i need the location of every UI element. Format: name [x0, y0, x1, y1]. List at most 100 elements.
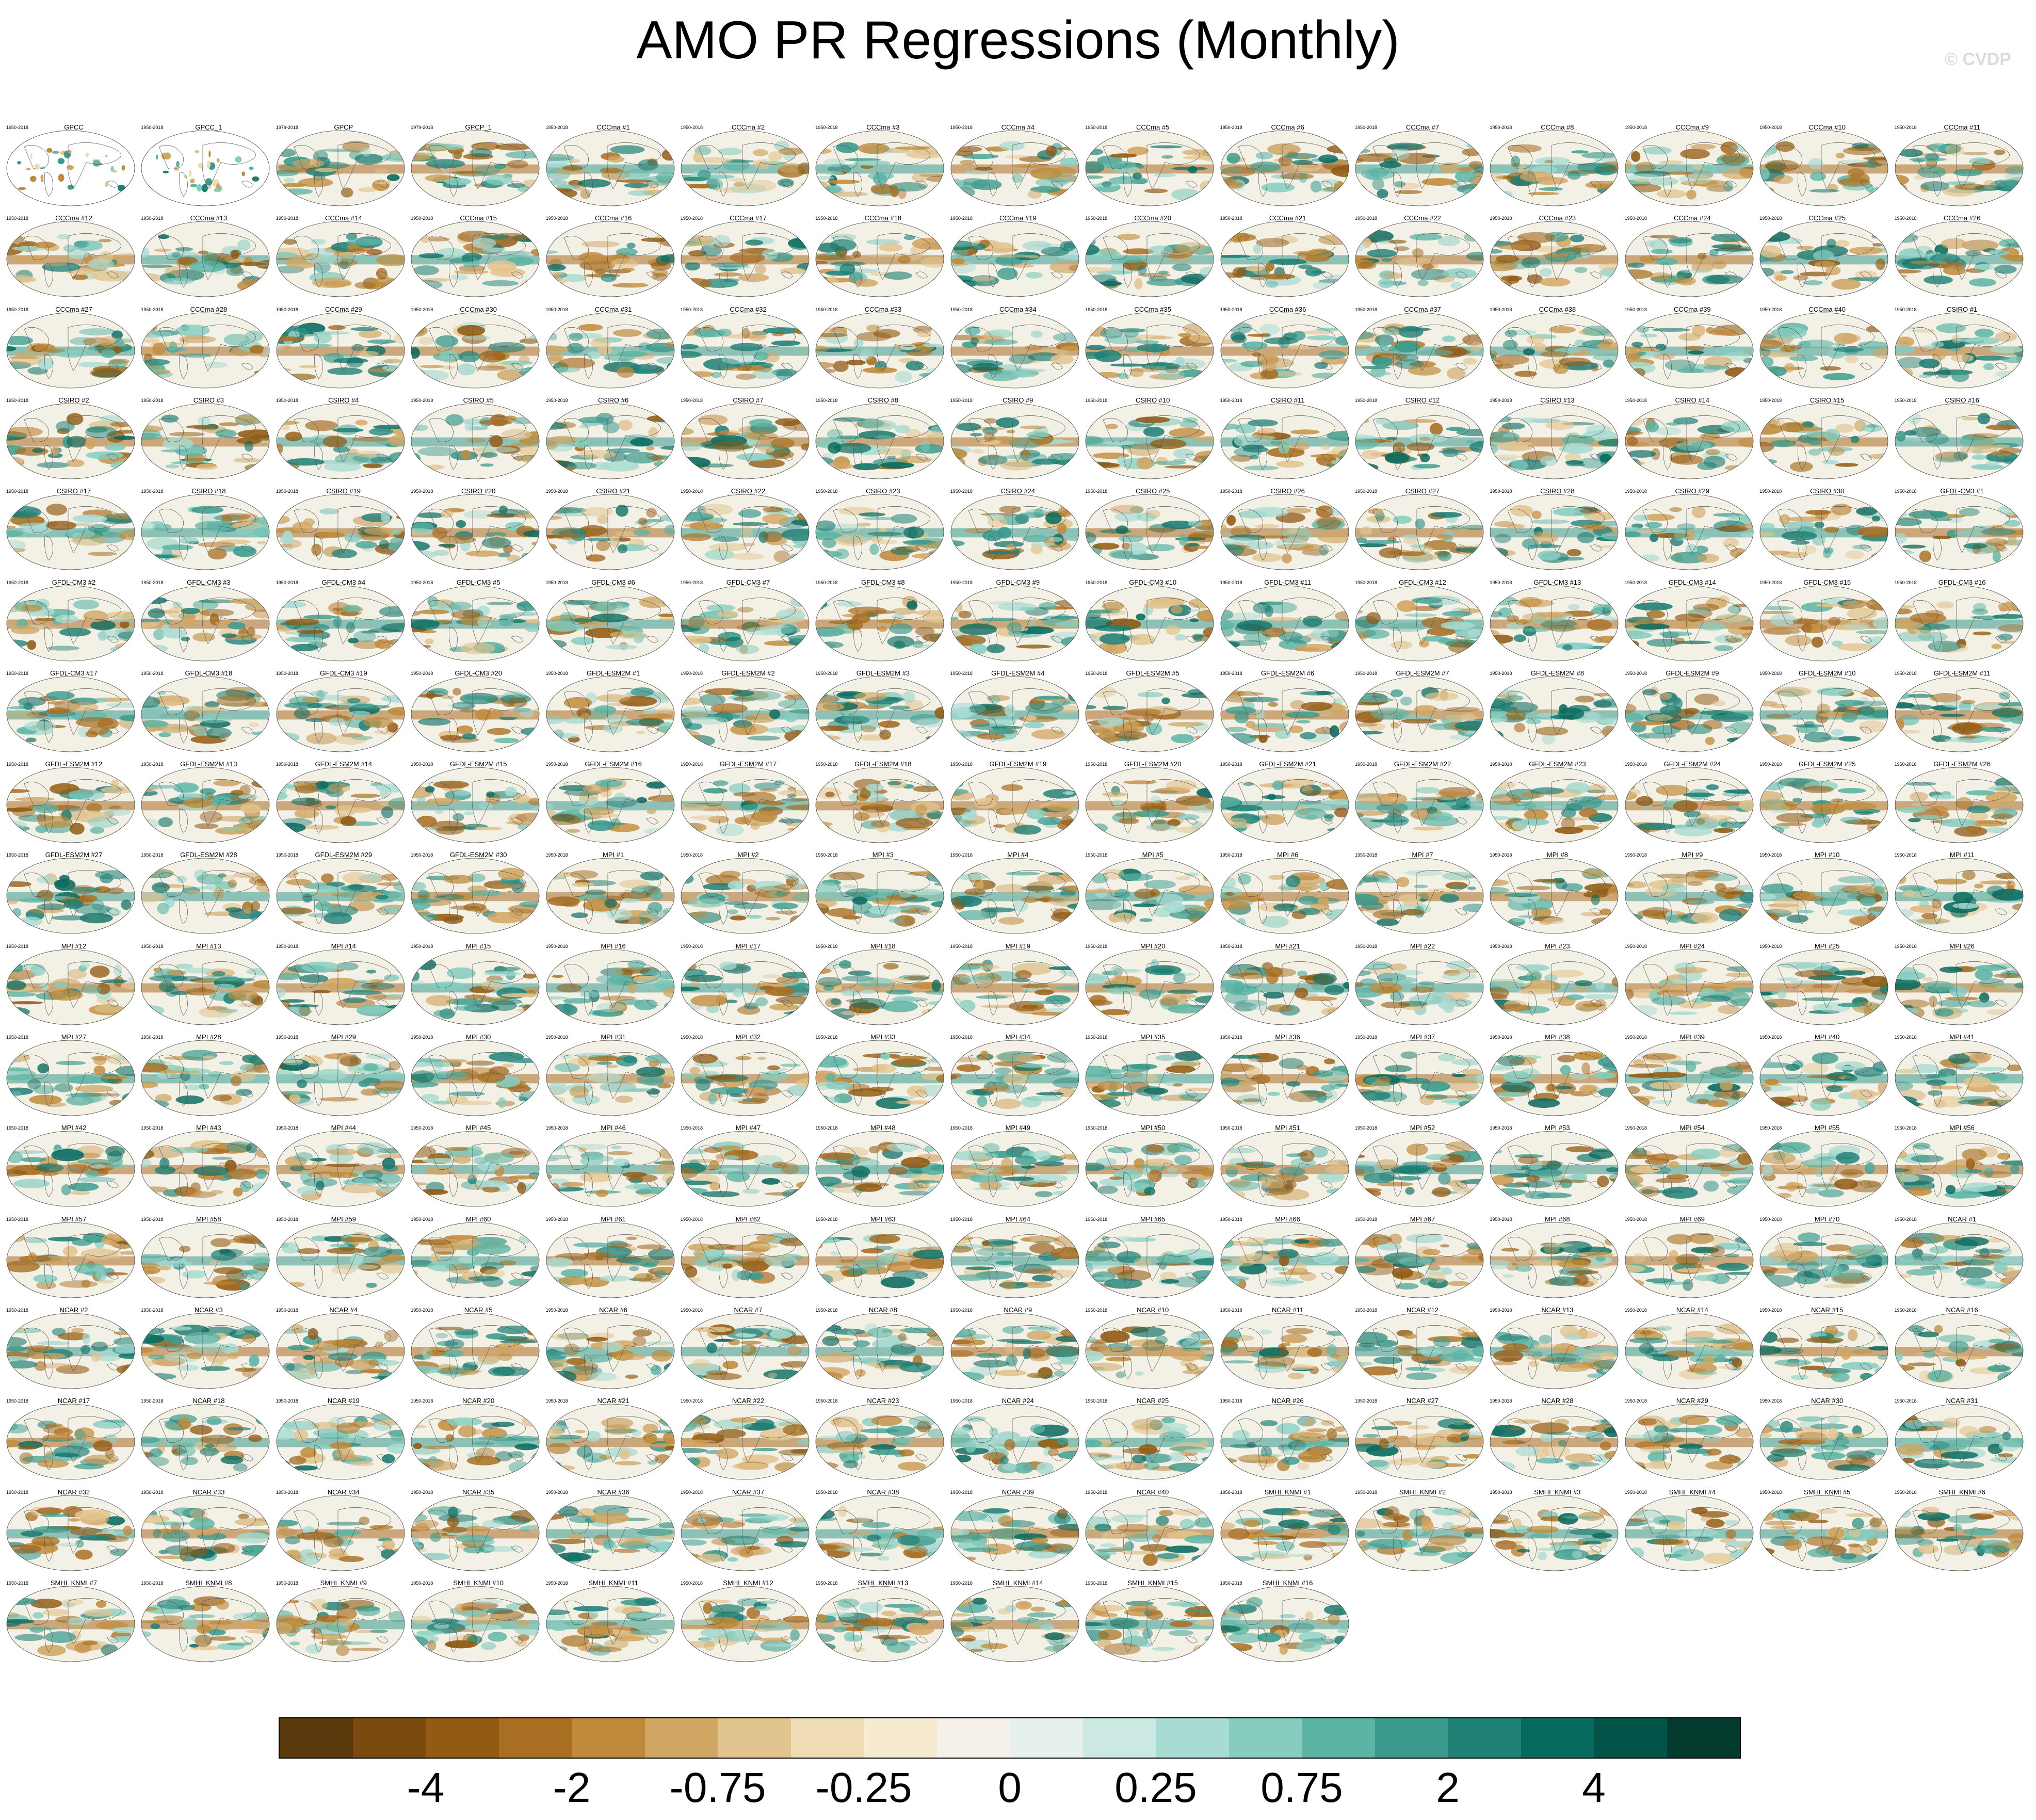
panel-years: 1950-2018	[681, 1580, 703, 1586]
panel-title: GFDL-ESM2M #18	[854, 760, 912, 768]
map-panel: 1950-2018 NCAR #3	[141, 1306, 276, 1395]
panel-title: MPI #24	[1679, 942, 1705, 950]
colorbar-swatch	[1594, 1718, 1667, 1758]
regression-map	[6, 494, 135, 570]
panel-years: 1950-2018	[1355, 397, 1378, 403]
panel-years: 1950-2018	[950, 943, 973, 949]
panel-years: 1950-2018	[411, 397, 433, 403]
regression-map	[1490, 312, 1619, 388]
map-panel: 1950-2018 MPI #10	[1759, 851, 1895, 940]
regression-map	[411, 312, 540, 388]
map-panel: 1950-2018 GFDL-ESM2M #24	[1625, 761, 1760, 849]
panel-years: 1950-2018	[1624, 943, 1647, 949]
panel-title: MPI #55	[1814, 1124, 1840, 1132]
panel-title: SMHI_KNMI #14	[993, 1579, 1043, 1587]
regression-map	[1759, 1313, 1888, 1389]
map-panel: 1950-2018 GFDL-ESM2M #10	[1759, 669, 1895, 759]
panel-title: CCCma #11	[1944, 123, 1980, 131]
panel-title: CCCma #25	[1808, 214, 1846, 222]
map-panel: 1950-2018 CCCma #38	[1490, 305, 1625, 395]
regression-map	[141, 130, 270, 206]
map-panel: 1950-2018 GFDL-ESM2M #7	[1355, 669, 1490, 759]
map-panel: 1950-2018 CCCma #13	[141, 215, 276, 303]
regression-map	[1759, 403, 1888, 479]
map-panel: 1950-2018 MPI #69	[1625, 1215, 1760, 1304]
panel-years: 1950-2018	[1085, 1580, 1108, 1586]
panel-title: MPI #59	[331, 1215, 356, 1223]
panel-years: 1950-2018	[681, 852, 703, 858]
map-panel: 1950-2018 CCCma #4	[950, 124, 1086, 213]
panel-years: 1950-2018	[1894, 762, 1917, 767]
map-panel: 1950-2018 MPI #40	[1759, 1034, 1895, 1122]
panel-title: CSIRO #23	[866, 487, 900, 495]
regression-map	[950, 221, 1079, 297]
regression-map	[1490, 403, 1619, 479]
map-panel: 1950-2018 CCCma #30	[411, 305, 546, 395]
map-panel: 1950-2018 CSIRO #9	[950, 396, 1086, 486]
panel-title: NCAR #29	[1676, 1397, 1708, 1405]
map-panel: 1950-2018 CCCma #9	[1625, 124, 1760, 213]
regression-map	[276, 1222, 405, 1298]
map-panel: 1950-2018 GFDL-CM3 #19	[276, 669, 411, 759]
panel-years: 1950-2018	[411, 1489, 433, 1495]
panel-title: MPI #60	[465, 1215, 491, 1223]
panel-years: 1950-2018	[1220, 216, 1242, 221]
regression-map	[6, 676, 135, 752]
panel-title: SMHI_KNMI #6	[1938, 1488, 1985, 1496]
map-panel: 1950-2018 MPI #8	[1490, 851, 1625, 940]
map-panel: 1950-2018 CCCma #7	[1355, 124, 1490, 213]
map-panel: 1950-2018 MPI #65	[1085, 1215, 1220, 1304]
panel-title: NCAR #3	[194, 1306, 223, 1314]
panel-years: 1950-2018	[276, 1035, 298, 1040]
panel-title: MPI #57	[61, 1215, 87, 1223]
regression-map	[1220, 1495, 1349, 1571]
panel-years: 1950-2018	[545, 125, 568, 130]
panel-years: 1950-2018	[276, 1125, 298, 1131]
panel-title: CCCma #37	[1404, 305, 1441, 313]
regression-map	[546, 676, 674, 752]
map-panel: 1950-2018 GFDL-ESM2M #5	[1085, 669, 1220, 759]
panel-title: CSIRO #6	[597, 396, 629, 404]
panel-years: 1950-2018	[411, 1125, 433, 1131]
colorbar-swatch	[790, 1718, 864, 1758]
panel-years: 1950-2018	[1624, 397, 1647, 403]
regression-map	[1895, 767, 2023, 843]
panel-years: 1950-2018	[1355, 762, 1378, 767]
regression-map	[1625, 312, 1754, 388]
panel-years: 1950-2018	[1759, 943, 1782, 949]
panel-title: MPI #15	[465, 942, 491, 950]
panel-title: MPI #5	[1142, 851, 1164, 859]
map-panel: 1950-2018 CSIRO #29	[1625, 488, 1760, 576]
panel-title: MPI #14	[331, 942, 356, 950]
regression-map	[1895, 949, 2023, 1025]
map-panel: 1950-2018 CCCma #26	[1895, 215, 2030, 303]
panel-title: SMHI_KNMI #11	[588, 1579, 638, 1587]
panel-title: CCCma #22	[1404, 214, 1441, 222]
map-panel: 1950-2018 SMHI_KNMI #15	[1085, 1579, 1220, 1668]
panel-title: GFDL-ESM2M #1	[586, 669, 640, 677]
panel-years: 1950-2018	[276, 943, 298, 949]
map-panel: 1950-2018 GFDL-ESM2M #9	[1625, 669, 1760, 759]
panel-title: NCAR #38	[867, 1488, 899, 1496]
panel-years: 1950-2018	[1759, 1489, 1782, 1495]
regression-map	[6, 221, 135, 297]
panel-title: MPI #44	[331, 1124, 356, 1132]
panel-title: CCCma #19	[999, 214, 1037, 222]
map-panel: 1950-2018 GFDL-ESM2M #29	[276, 851, 411, 940]
panel-years: 1950-2018	[411, 1216, 433, 1222]
panel-years: 1950-2018	[1085, 1216, 1108, 1222]
map-panel: 1950-2018 MPI #6	[1220, 851, 1355, 940]
panel-title: MPI #39	[1679, 1033, 1705, 1041]
panel-title: NCAR #36	[597, 1488, 629, 1496]
regression-map	[1220, 1313, 1349, 1389]
panel-title: NCAR #21	[597, 1397, 629, 1405]
map-panel: 1950-2018 GFDL-CM3 #8	[815, 578, 950, 668]
panel-title: NCAR #40	[1137, 1488, 1169, 1496]
regression-map	[1759, 494, 1888, 570]
panel-title: MPI #62	[735, 1215, 761, 1223]
regression-map	[681, 494, 810, 570]
panel-years: 1950-2018	[276, 1216, 298, 1222]
panel-years: 1950-2018	[815, 397, 838, 403]
map-panel: 1950-2018 GFDL-CM3 #11	[1220, 578, 1355, 668]
regression-map	[1895, 1222, 2023, 1298]
